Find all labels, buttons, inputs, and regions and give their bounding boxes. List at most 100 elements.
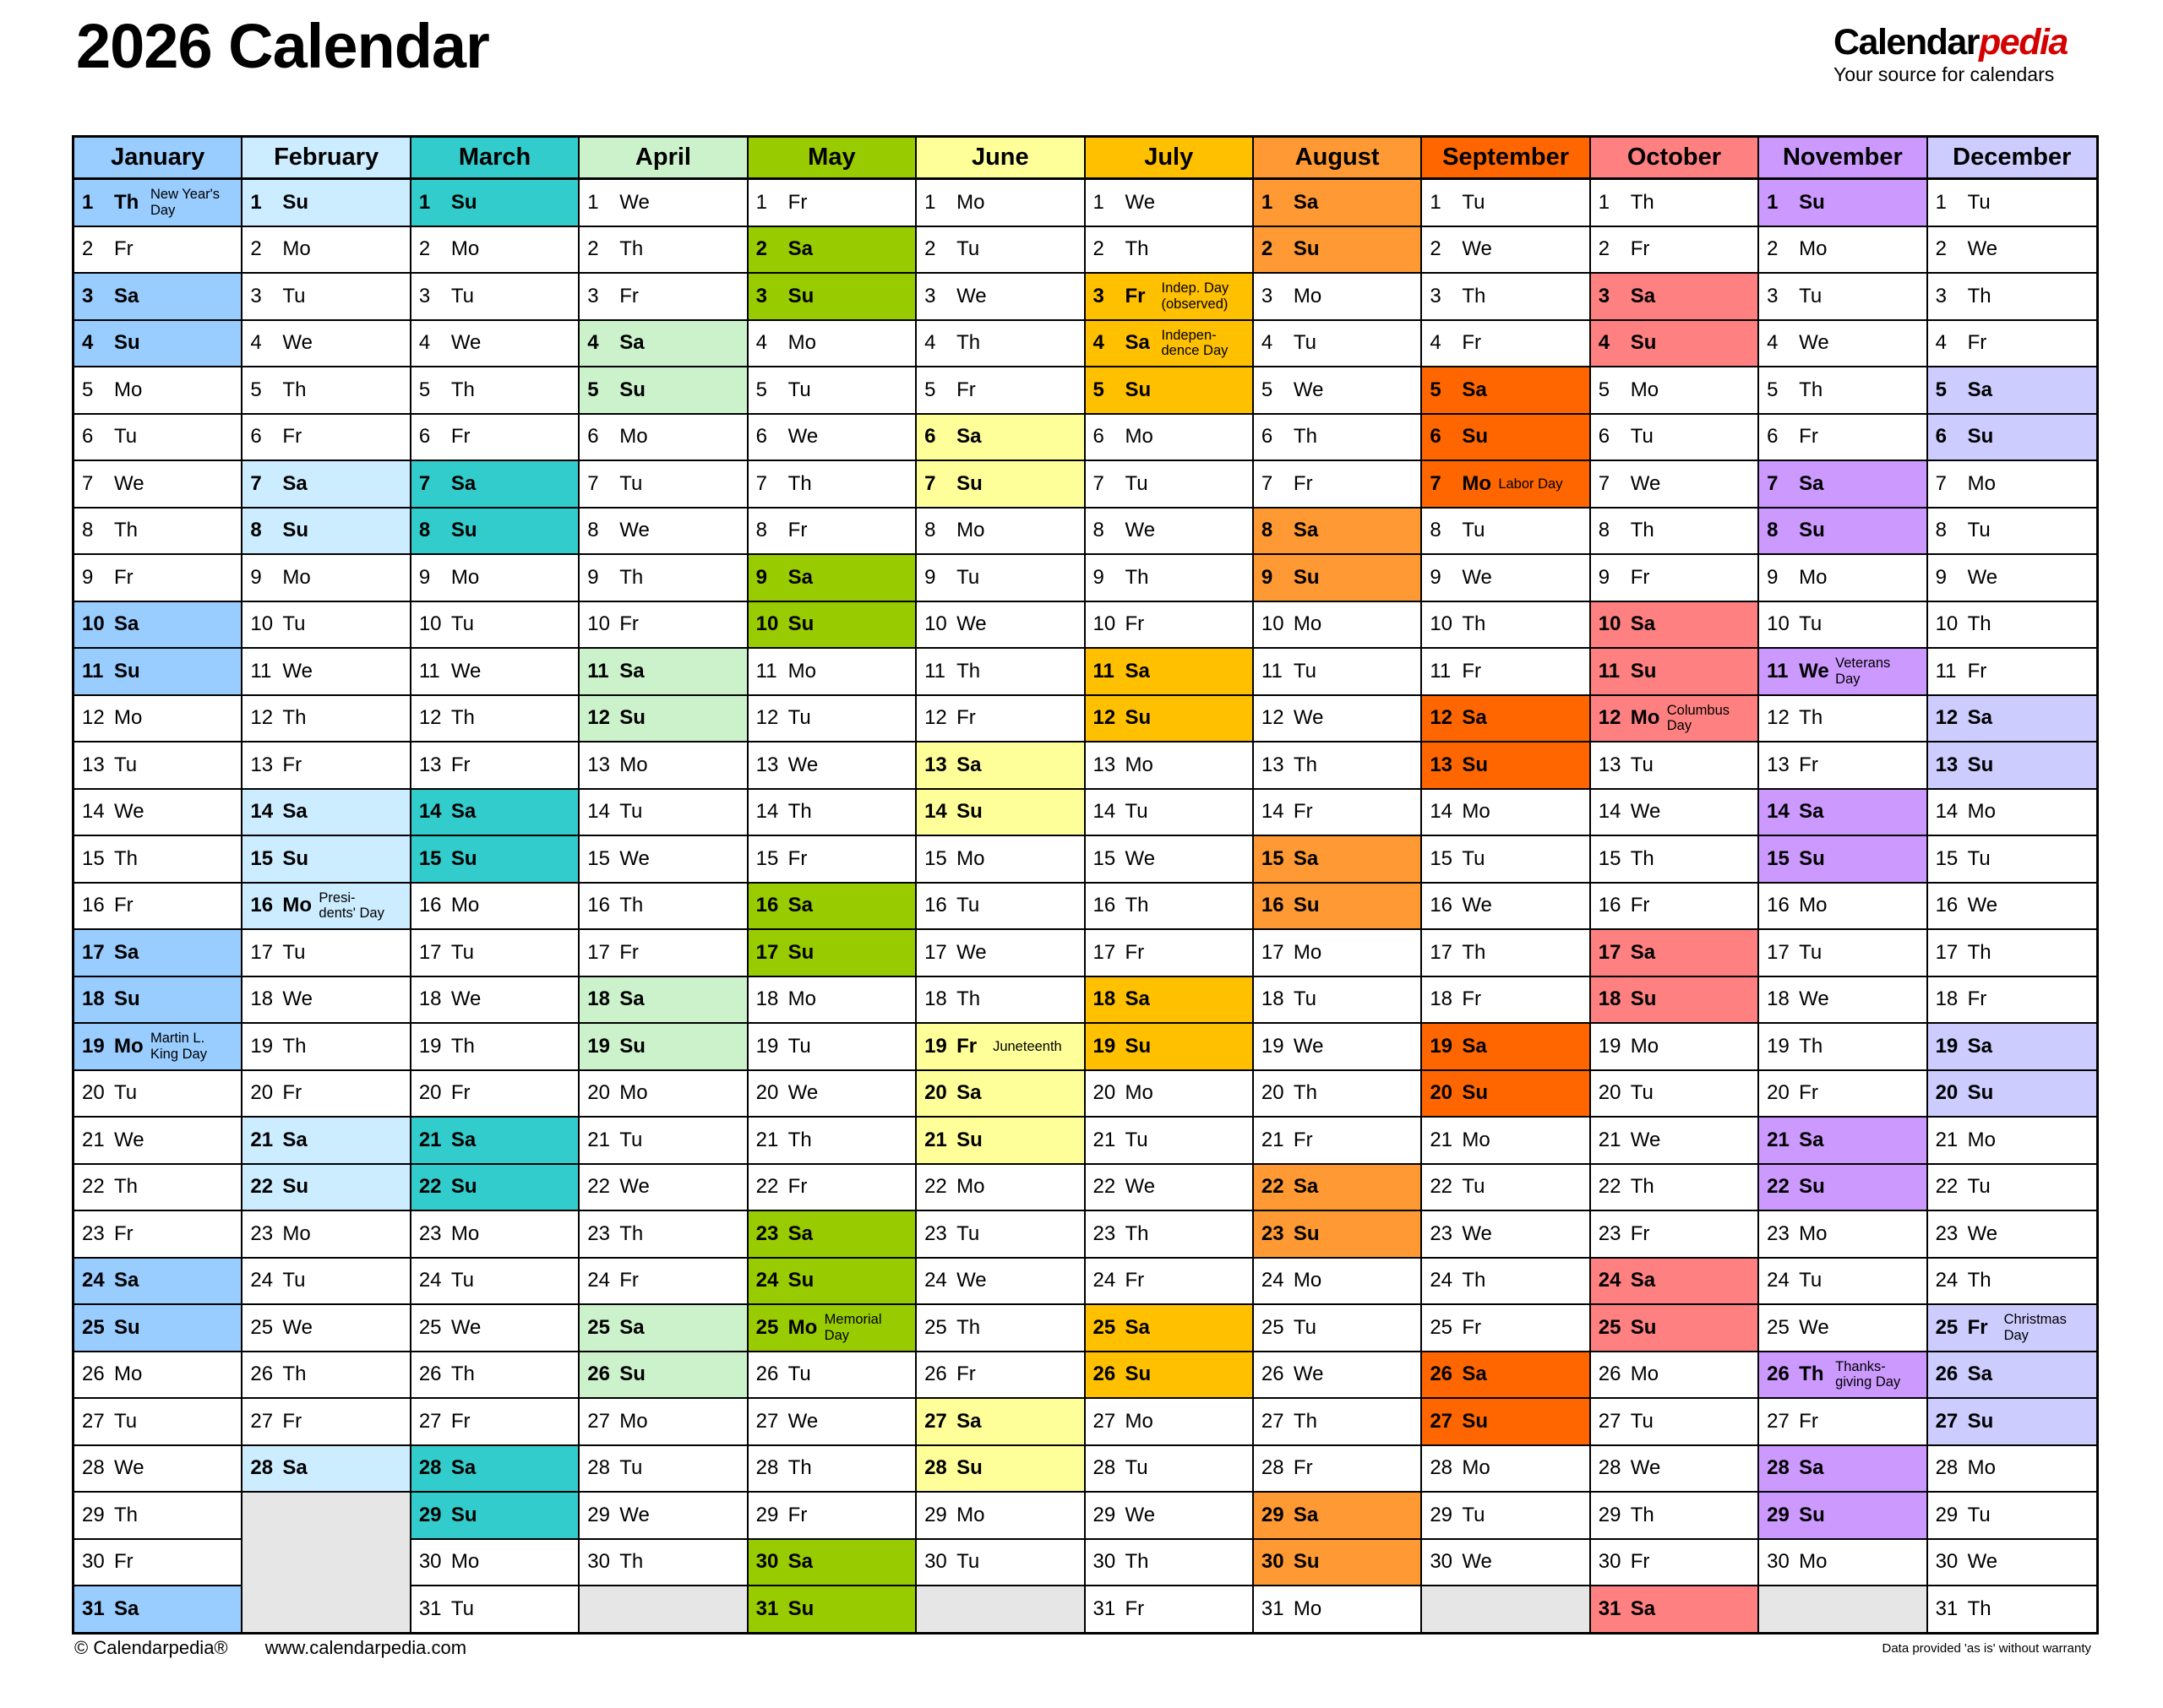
day-august-5: 5 We [1253, 366, 1423, 413]
day-number: 12 [418, 706, 442, 730]
day-december-18: 18 Fr [1927, 975, 2096, 1023]
day-june-19: 19 Fr Juneteenth [917, 1022, 1086, 1069]
weekday-abbr: Th [282, 1363, 307, 1386]
weekday-abbr: Sa [1293, 519, 1319, 542]
weekday-abbr: Su [1293, 565, 1320, 589]
day-number: 26 [1092, 1363, 1116, 1386]
day-february-28: 28 Sa [242, 1444, 411, 1491]
day-july-19: 19 Su [1085, 1022, 1254, 1069]
day-january-17: 17 Sa [74, 928, 243, 976]
day-october-29: 29 Th [1590, 1491, 1760, 1538]
day-number: 26 [1261, 1363, 1284, 1386]
weekday-abbr: We [450, 987, 482, 1011]
day-october-3: 3 Sa [1590, 272, 1760, 319]
day-february-13: 13 Fr [242, 741, 411, 788]
weekday-abbr: Mo [450, 894, 480, 917]
holiday-label: Juneteenth [993, 1038, 1062, 1054]
weekday-abbr: Sa [1462, 1034, 1487, 1058]
day-number: 9 [250, 565, 262, 589]
weekday-abbr: Fr [1799, 1081, 1818, 1105]
weekday-abbr: We [282, 659, 313, 683]
day-number: 1 [250, 190, 262, 214]
weekday-abbr: Th [956, 1315, 981, 1339]
day-march-11: 11 We [411, 647, 580, 694]
day-number: 27 [1430, 1409, 1453, 1433]
day-number: 27 [1935, 1409, 1959, 1433]
day-number: 29 [1935, 1503, 1959, 1526]
weekday-abbr: Th [282, 1034, 307, 1058]
day-number: 31 [1261, 1596, 1284, 1620]
day-number: 24 [1598, 1269, 1621, 1292]
weekday-abbr: Th [1630, 190, 1654, 214]
day-april-6: 6 Mo [580, 412, 749, 460]
weekday-abbr: We [1125, 519, 1156, 542]
day-august-10: 10 Mo [1253, 600, 1423, 647]
day-number: 20 [755, 1081, 779, 1105]
day-number: 24 [1092, 1269, 1116, 1292]
day-april-5: 5 Su [580, 366, 749, 413]
weekday-abbr: We [1462, 1550, 1492, 1574]
day-number: 20 [1935, 1081, 1959, 1105]
day-august-15: 15 Sa [1253, 835, 1423, 882]
weekday-abbr: Fr [114, 1550, 133, 1574]
weekday-abbr: Mo [450, 1221, 480, 1245]
day-number: 30 [1935, 1550, 1959, 1574]
day-september-6: 6 Su [1422, 412, 1591, 460]
day-july-8: 8 We [1085, 506, 1254, 553]
day-number: 22 [755, 1175, 779, 1199]
day-number: 1 [1261, 190, 1273, 214]
day-december-8: 8 Tu [1927, 506, 2096, 554]
day-may-31: 31 Su [748, 1585, 918, 1632]
weekday-abbr: Th [1967, 940, 1991, 964]
day-number: 31 [418, 1596, 442, 1620]
day-number: 4 [1935, 331, 1947, 355]
day-number: 29 [1767, 1503, 1790, 1526]
day-october-22: 22 Th [1590, 1162, 1760, 1210]
weekday-abbr: Su [450, 846, 477, 870]
day-august-29: 29 Sa [1253, 1491, 1423, 1538]
month-header-may: May [748, 138, 918, 178]
day-number: 10 [1767, 612, 1790, 636]
day-number: 26 [1430, 1363, 1453, 1386]
weekday-abbr: Tu [619, 800, 643, 824]
weekday-abbr: Sa [787, 1221, 814, 1245]
weekday-abbr: Sa [1462, 378, 1487, 401]
weekday-abbr: Sa [956, 1409, 982, 1433]
weekday-abbr: Sa [1630, 940, 1656, 964]
weekday-abbr: Mo [282, 565, 311, 589]
logo-text-black: Calendar [1833, 22, 1980, 63]
day-june-17: 17 We [917, 928, 1086, 976]
day-number: 22 [1767, 1175, 1790, 1199]
day-november-26: 26 Th Thanks- giving Day [1759, 1350, 1928, 1397]
day-number: 14 [587, 800, 610, 824]
weekday-abbr: We [1799, 1315, 1829, 1339]
weekday-abbr: Sa [114, 940, 139, 964]
day-number: 19 [1767, 1034, 1790, 1058]
day-december-7: 7 Mo [1927, 460, 2096, 507]
day-number: 4 [1767, 331, 1779, 355]
day-number: 17 [587, 940, 610, 964]
day-july-6: 6 Mo [1085, 412, 1254, 460]
day-may-14: 14 Th [748, 787, 918, 835]
weekday-abbr: Sa [114, 612, 139, 636]
weekday-abbr: We [1293, 706, 1324, 730]
weekday-abbr: Mo [282, 894, 313, 917]
day-october-5: 5 Mo [1590, 366, 1760, 413]
weekday-abbr: Mo [282, 237, 311, 261]
day-number: 26 [1935, 1363, 1959, 1386]
weekday-abbr: Sa [1293, 190, 1319, 214]
day-october-23: 23 Fr [1590, 1210, 1760, 1257]
day-number: 1 [924, 190, 936, 214]
day-number: 25 [1430, 1315, 1453, 1339]
day-april-11: 11 Sa [580, 647, 749, 694]
weekday-abbr: Th [787, 800, 812, 824]
day-number: 11 [924, 659, 945, 683]
weekday-abbr: Tu [1125, 471, 1148, 495]
weekday-abbr: Fr [1125, 940, 1145, 964]
weekday-abbr: Su [1799, 846, 1825, 870]
weekday-abbr: Tu [114, 1081, 138, 1105]
weekday-abbr: Sa [1630, 1596, 1656, 1620]
weekday-abbr: Su [450, 519, 477, 542]
day-march-12: 12 Th [411, 694, 580, 741]
day-july-28: 28 Tu [1085, 1444, 1254, 1491]
